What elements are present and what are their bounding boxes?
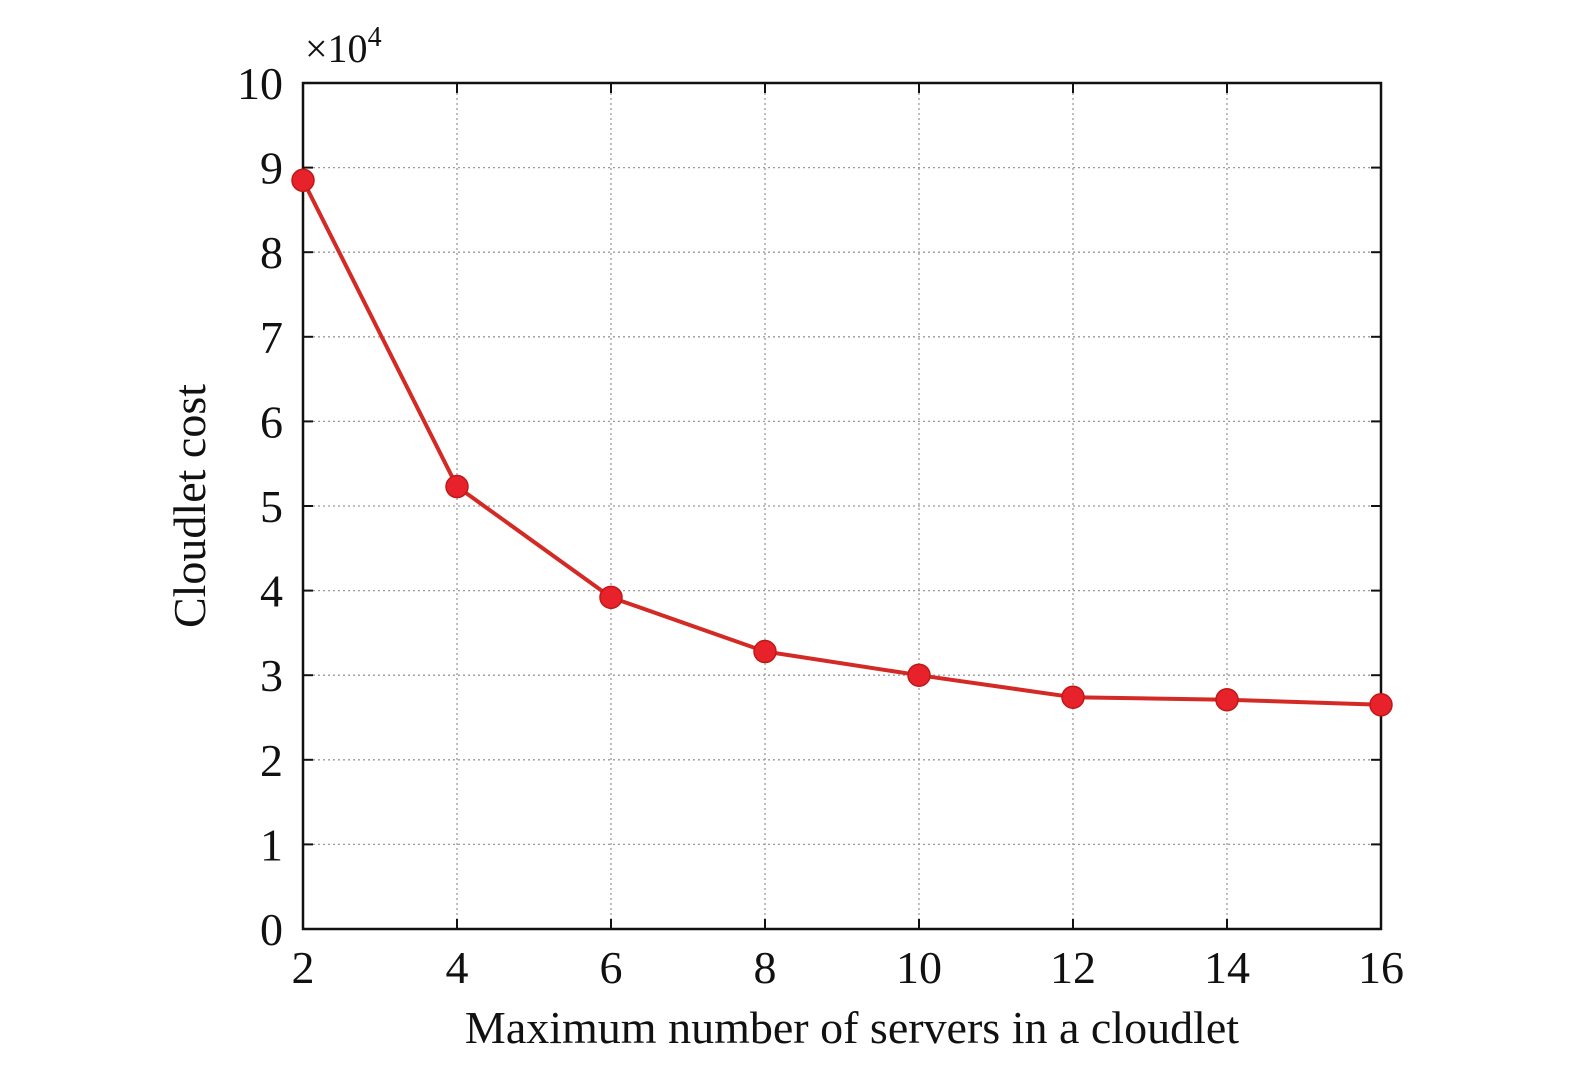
data-point: [445, 474, 469, 499]
y-tick-label: 4: [260, 566, 283, 617]
y-multiplier-base: ×10: [305, 26, 368, 71]
y-tick-label: 1: [260, 819, 283, 870]
x-tick-label: 6: [600, 942, 623, 993]
x-axis-label: Maximum number of servers in a cloudlet: [465, 1002, 1239, 1053]
data-point: [1215, 687, 1239, 712]
data-point: [1061, 685, 1085, 709]
x-tick-label: 2: [292, 942, 315, 993]
series: [291, 168, 1393, 717]
y-tick-label: 8: [260, 227, 283, 278]
y-tick-label: 3: [260, 650, 283, 701]
y-tick-label: 9: [260, 143, 283, 194]
y-multiplier-exponent: 4: [368, 22, 382, 53]
y-tick-label: 7: [260, 312, 283, 363]
grid: [303, 83, 1381, 929]
y-axis-label: Cloudlet cost: [164, 384, 215, 628]
data-point: [599, 585, 623, 610]
y-tick-label: 5: [260, 481, 283, 532]
data-point: [1369, 693, 1393, 717]
x-tick-label: 4: [446, 942, 469, 993]
series-line: [301, 179, 1382, 707]
y-tick-label: 6: [260, 396, 283, 447]
data-point: [907, 663, 931, 687]
x-tick-label: 16: [1358, 942, 1404, 993]
x-tick-label: 8: [754, 942, 777, 993]
y-tick-label: 0: [260, 904, 283, 955]
y-tick-label: 10: [237, 58, 283, 109]
data-point: [291, 168, 315, 193]
x-tick-label: 14: [1204, 942, 1250, 993]
x-tick-label: 12: [1050, 942, 1096, 993]
labels: Cloudlet cost Maximum number of servers …: [164, 22, 1239, 1053]
y-multiplier-label: ×104: [305, 22, 382, 71]
data-point: [753, 639, 777, 664]
y-tick-label: 2: [260, 735, 283, 786]
x-tick-label: 10: [896, 942, 942, 993]
